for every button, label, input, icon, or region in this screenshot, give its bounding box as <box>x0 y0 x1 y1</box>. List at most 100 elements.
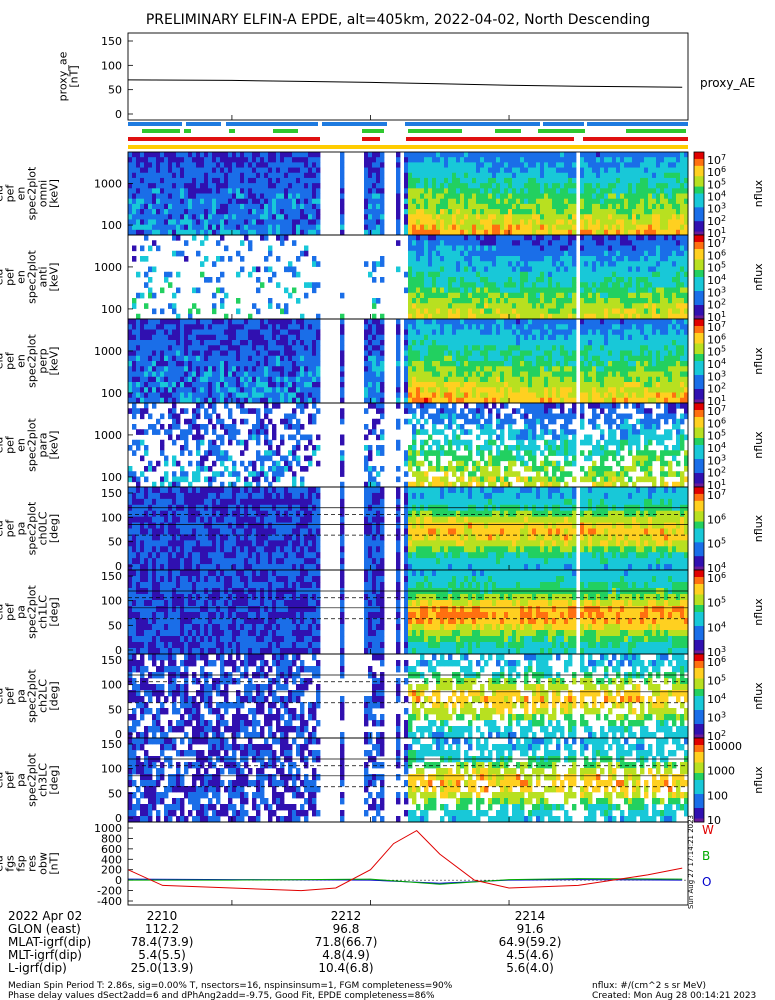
panel-1-cell <box>488 188 493 194</box>
panel-1-cell <box>528 198 533 205</box>
panel-3-cell <box>224 350 229 357</box>
panel-1-cell <box>488 209 493 215</box>
panel-3-cell <box>516 361 521 367</box>
panel-2-cell <box>532 245 537 252</box>
panel-1-cell <box>536 198 541 205</box>
panel-3-cell <box>544 340 549 346</box>
panel-1: elapefenspec2plotomni[keV]10710610510410… <box>0 151 765 240</box>
panel-1-cell <box>396 177 401 184</box>
panel-3-cell <box>164 387 169 393</box>
panel-1-cell <box>456 162 461 168</box>
panel-3-cell <box>232 340 237 346</box>
panel-1-cell <box>264 152 269 158</box>
colorbar-segment <box>694 245 704 250</box>
panel-1-cell <box>304 188 309 194</box>
panel-3-cell <box>152 382 157 388</box>
panel-3-cell <box>280 397 285 404</box>
panel-1-cell <box>160 203 165 210</box>
panel-3-cell <box>476 392 481 399</box>
panel-1-cell <box>600 229 605 236</box>
panel-1-cell <box>460 229 465 236</box>
panel-1-cell <box>240 214 245 220</box>
panel-3-cell <box>552 361 557 367</box>
panel-1-cell <box>632 209 637 215</box>
panel-3-cell <box>536 361 541 367</box>
colorbar-segment <box>694 210 704 215</box>
panel-1-cell <box>456 172 461 179</box>
panel-2-cell <box>568 292 573 299</box>
panel-2-cell <box>408 240 413 246</box>
panel-3-cell <box>480 371 485 378</box>
panel-0-frame <box>127 32 689 121</box>
panel-1-cell <box>472 229 477 236</box>
panel-2-cell <box>528 266 533 273</box>
panel-1-cell <box>656 203 661 210</box>
panel-1-cell <box>680 214 685 220</box>
panel-1-cell <box>460 219 465 226</box>
panel-1-cell <box>376 214 381 220</box>
panel-1-cell <box>460 224 465 231</box>
panel-1-cell <box>276 203 281 210</box>
panel-1-cell <box>368 177 373 184</box>
panel-1-cell <box>676 167 681 174</box>
panel-3-cell <box>500 334 505 341</box>
panel-2-cell <box>408 292 413 299</box>
panel-2-cell <box>416 292 421 299</box>
panel-1-cell <box>224 198 229 205</box>
panel-1-cell <box>428 198 433 205</box>
panel-3-cell <box>556 376 561 383</box>
panel-2-cell <box>620 287 625 294</box>
panel-2-cell <box>528 245 533 252</box>
panel-1-cell <box>496 203 501 210</box>
panel-1-cell <box>580 209 585 215</box>
panel-1-cell <box>528 209 533 215</box>
panel-1-cell <box>192 198 197 205</box>
panel-1-cell <box>200 162 205 168</box>
panel-2-cell <box>504 266 509 273</box>
panel-1-cell <box>616 183 621 189</box>
panel-1-cell <box>256 183 261 189</box>
panel-1-cell <box>276 193 281 200</box>
panel-2-cell <box>476 282 481 288</box>
panel-1-cell <box>552 214 557 220</box>
panel-1-cell <box>444 183 449 189</box>
panel-1-cell <box>248 167 253 174</box>
panel-2-cell <box>504 271 509 278</box>
panel-3-cell <box>156 345 161 351</box>
panel-3-cell <box>140 345 145 351</box>
panel-2-cell <box>672 256 677 262</box>
panel-2-cell <box>460 271 465 278</box>
panel-3-cell <box>548 366 553 372</box>
panel-3-cell <box>148 397 153 404</box>
panel-1-cell <box>652 209 657 215</box>
panel-2-cell <box>528 287 533 294</box>
panel-1-cell <box>380 203 385 210</box>
panel-1-cell <box>528 177 533 184</box>
panel-1-cell <box>664 162 669 168</box>
panel-3-cell <box>200 329 205 336</box>
panel-3-cell <box>308 340 313 346</box>
panel-3-cell <box>508 355 513 362</box>
panel-3-cell <box>268 345 273 351</box>
panel-1-cell <box>372 214 377 220</box>
panel-1-cell <box>520 209 525 215</box>
panel-3-cell <box>584 371 589 378</box>
panel-3-cell <box>252 340 257 346</box>
panel-1-cell <box>548 162 553 168</box>
panel-2-cell <box>532 250 537 257</box>
panel-2-cell <box>552 271 557 278</box>
panel-1-cell <box>196 198 201 205</box>
panel-3-cell <box>564 329 569 336</box>
panel-2-cell <box>468 250 473 257</box>
panel-3-cell <box>488 382 493 388</box>
panel-3-cell <box>564 387 569 393</box>
panel-3-cell <box>200 350 205 357</box>
panel-3-cell <box>152 350 157 357</box>
panel-3-cell <box>208 350 213 357</box>
panel-2-cell <box>556 256 561 262</box>
panel-3-cell <box>452 340 457 346</box>
panel-1-cell <box>316 224 321 231</box>
panel-2-cell <box>568 256 573 262</box>
panel-1-cell <box>164 157 169 163</box>
panel-1-cell <box>184 152 189 158</box>
